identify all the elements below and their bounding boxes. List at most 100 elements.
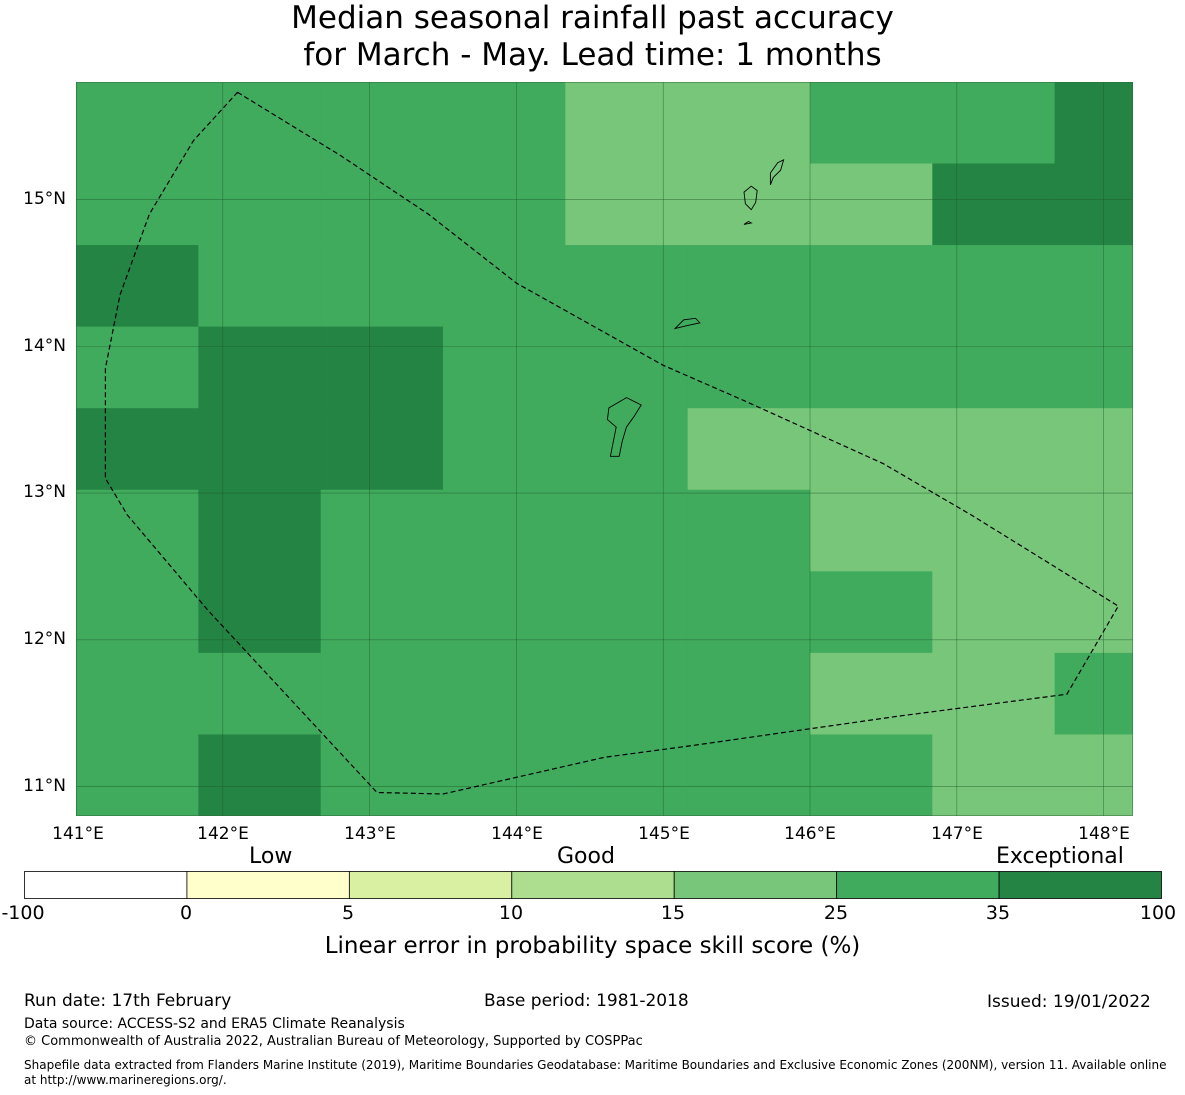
- colorbar-tick-label: 35: [985, 902, 1011, 924]
- colorbar-segment: [186, 871, 350, 899]
- skill-cell: [76, 489, 199, 572]
- skill-cell: [932, 82, 1056, 165]
- colorbar-tick-label: 5: [341, 902, 355, 924]
- data-source: Data source: ACCESS-S2 and ERA5 Climate …: [24, 1016, 405, 1032]
- skill-cell: [76, 163, 199, 246]
- skill-cell: [687, 734, 811, 816]
- lon-tick-label: 147°E: [931, 824, 983, 844]
- skill-cell: [320, 571, 444, 654]
- colorbar: [24, 871, 1162, 899]
- skill-cell: [1054, 489, 1133, 572]
- skill-cell: [198, 82, 322, 165]
- lon-tick-label: 145°E: [638, 824, 690, 844]
- skill-cell: [76, 82, 199, 165]
- issued-date: Issued: 19/01/2022: [987, 992, 1151, 1012]
- skill-cell: [687, 652, 811, 736]
- island-outline: [743, 185, 758, 211]
- skill-cell: [320, 408, 444, 491]
- skill-cell: [198, 652, 322, 736]
- skill-cell: [320, 163, 444, 246]
- skill-cell: [442, 326, 566, 409]
- skill-cell: [442, 408, 566, 491]
- skill-cell: [809, 652, 933, 736]
- colorbar-label: Linear error in probability space skill …: [324, 933, 861, 959]
- skill-map: [76, 82, 1133, 816]
- lon-tick-label: 146°E: [784, 824, 836, 844]
- skill-cell: [1054, 408, 1133, 491]
- colorbar-segment: [998, 871, 1162, 899]
- skill-cell: [565, 489, 689, 572]
- title-line-2: for March - May. Lead time: 1 months: [303, 37, 882, 73]
- skill-cell: [320, 326, 444, 409]
- skill-cell: [565, 408, 689, 491]
- skill-cell: [76, 734, 199, 816]
- skill-cell: [809, 326, 933, 409]
- skill-cell: [565, 652, 689, 736]
- lat-tick-label: 12°N: [23, 629, 66, 649]
- skill-cell: [198, 163, 322, 246]
- skill-cell: [76, 571, 199, 654]
- copyright: © Commonwealth of Australia 2022, Austra…: [24, 1034, 643, 1049]
- lat-tick-label: 15°N: [23, 189, 66, 209]
- colorbar-segment: [673, 871, 838, 899]
- skill-cell: [320, 652, 444, 736]
- skill-cell: [442, 163, 566, 246]
- skill-cell: [1054, 245, 1133, 328]
- skill-cell: [687, 326, 811, 409]
- colorbar-segment: [24, 871, 188, 899]
- colorbar-tick-label: 100: [1139, 902, 1177, 924]
- colorbar-tick-label: -100: [1, 902, 45, 924]
- lon-tick-label: 141°E: [52, 824, 104, 844]
- eez-boundary: [104, 91, 1120, 795]
- skill-cell: [932, 652, 1056, 736]
- colorbar-segment: [511, 871, 675, 899]
- coastlines: [606, 158, 785, 457]
- skill-cell: [932, 163, 1056, 246]
- lon-tick-label: 148°E: [1078, 824, 1130, 844]
- skill-cell: [809, 571, 933, 654]
- skill-cell: [320, 489, 444, 572]
- skill-cell: [198, 489, 322, 572]
- map-frame: [76, 82, 1133, 816]
- legend-category-exceptional: Exceptional: [996, 844, 1124, 869]
- skill-cell: [320, 82, 444, 165]
- lat-tick-label: 13°N: [23, 482, 66, 502]
- colorbar-tick-label: 0: [179, 902, 193, 924]
- skill-cell: [198, 571, 322, 654]
- skill-cell: [932, 734, 1056, 816]
- skill-cell: [320, 734, 444, 816]
- chart-title: Median seasonal rainfall past accuracy f…: [0, 0, 1185, 74]
- skill-cell: [442, 652, 566, 736]
- skill-cell: [1054, 163, 1133, 246]
- skill-cell: [320, 245, 444, 328]
- island-outline: [673, 317, 701, 330]
- skill-cell: [442, 489, 566, 572]
- skill-cell: [198, 734, 322, 816]
- skill-cell: [1054, 571, 1133, 654]
- skill-cell: [442, 734, 566, 816]
- skill-cell: [809, 408, 933, 491]
- lon-tick-label: 142°E: [197, 824, 249, 844]
- skill-cell: [565, 326, 689, 409]
- colorbar-tick-label: 15: [660, 902, 686, 924]
- lat-tick-label: 14°N: [23, 336, 66, 356]
- skill-cell: [442, 82, 566, 165]
- base-period: Base period: 1981-2018: [484, 991, 689, 1011]
- title-line-1: Median seasonal rainfall past accuracy: [291, 0, 894, 36]
- shapefile-credit: Shapefile data extracted from Flanders M…: [24, 1058, 1167, 1087]
- colorbar-tick-label: 25: [823, 902, 849, 924]
- lon-tick-label: 143°E: [344, 824, 396, 844]
- skill-cell: [1054, 326, 1133, 409]
- lat-tick-label: 11°N: [23, 776, 66, 796]
- legend-category-low: Low: [249, 844, 293, 869]
- skill-cell: [565, 163, 689, 246]
- skill-cell: [198, 245, 322, 328]
- skill-cell: [687, 571, 811, 654]
- skill-cell: [809, 734, 933, 816]
- skill-cell: [76, 408, 199, 491]
- skill-cell: [565, 734, 689, 816]
- skill-cell: [809, 82, 933, 165]
- skill-cell: [687, 245, 811, 328]
- skill-cell: [565, 571, 689, 654]
- skill-cell: [198, 408, 322, 491]
